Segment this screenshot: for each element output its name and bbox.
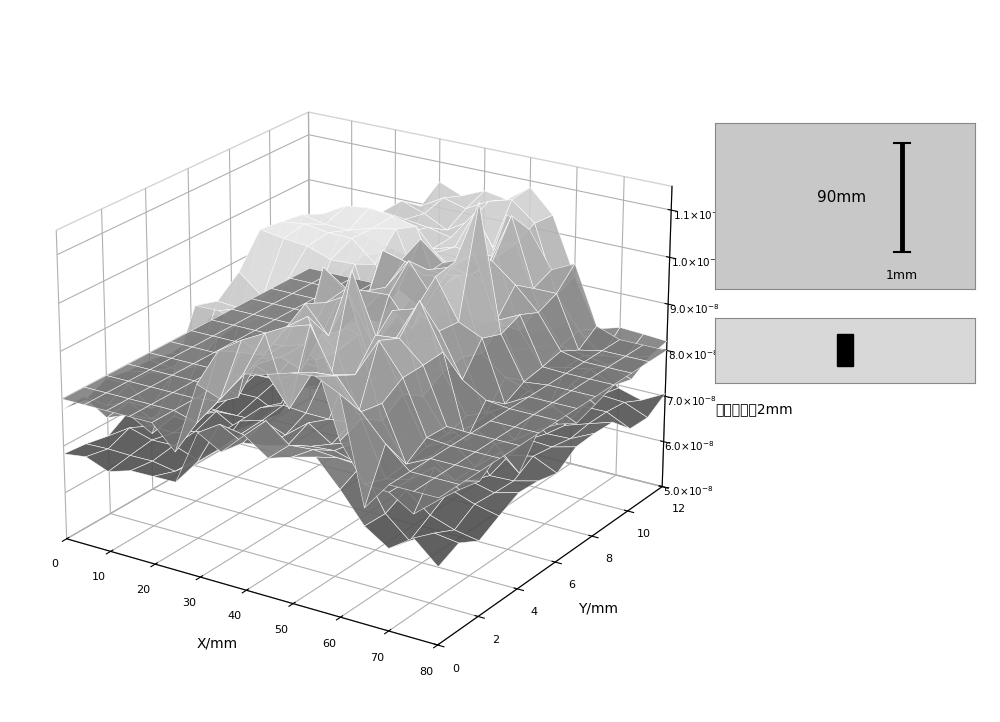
Y-axis label: Y/mm: Y/mm	[578, 601, 618, 615]
Bar	[837, 334, 853, 367]
X-axis label: X/mm: X/mm	[197, 637, 238, 651]
Text: 每层铝板厚2mm: 每层铝板厚2mm	[715, 402, 793, 416]
Text: 90mm: 90mm	[817, 190, 866, 205]
Text: 1mm: 1mm	[886, 269, 918, 282]
